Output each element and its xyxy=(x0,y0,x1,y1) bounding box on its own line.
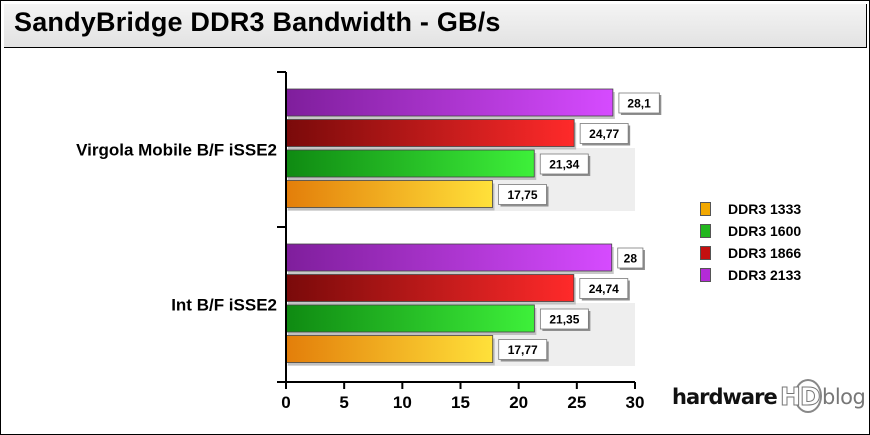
legend-item: DDR3 1600 xyxy=(700,220,801,242)
x-tick-label: 20 xyxy=(509,393,528,412)
legend: DDR3 1333 DDR3 1600 DDR3 1866 DDR3 2133 xyxy=(700,198,801,286)
category-label: Virgola Mobile B/F iSSE2 xyxy=(76,141,277,160)
data-label: 21,35 xyxy=(549,313,579,327)
x-tick-label: 0 xyxy=(281,393,290,412)
bar xyxy=(285,243,613,272)
legend-item: DDR3 2133 xyxy=(700,264,801,286)
legend-swatch xyxy=(700,268,711,282)
x-tick-label: 10 xyxy=(393,393,412,412)
title-bar: SandyBridge DDR3 Bandwidth - GB/s xyxy=(4,4,867,48)
legend-item: DDR3 1866 xyxy=(700,242,801,264)
legend-swatch xyxy=(700,202,711,216)
logo-text-hd: HD xyxy=(780,382,822,412)
legend-label: DDR3 2133 xyxy=(728,267,802,283)
data-label-box xyxy=(579,278,629,299)
legend-label: DDR3 1600 xyxy=(728,223,802,239)
logo-text-blog: blog xyxy=(822,385,866,409)
data-label-box xyxy=(579,123,629,144)
data-label: 28 xyxy=(624,252,638,266)
x-tick-label: 15 xyxy=(451,393,470,412)
data-label: 28,1 xyxy=(627,97,651,111)
data-label: 21,34 xyxy=(549,158,579,172)
data-label: 17,77 xyxy=(508,343,538,357)
x-tick-label: 25 xyxy=(567,393,586,412)
data-label-box xyxy=(498,184,547,205)
data-label: 24,74 xyxy=(589,282,619,296)
data-label-box xyxy=(539,308,589,330)
legend-swatch xyxy=(700,224,711,238)
bar xyxy=(285,88,614,117)
legend-label: DDR3 1866 xyxy=(728,245,802,261)
chart-title: SandyBridge DDR3 Bandwidth - GB/s xyxy=(14,7,501,37)
legend-label: DDR3 1333 xyxy=(728,201,802,217)
data-label: 17,75 xyxy=(507,188,537,202)
category-label: Int B/F iSSE2 xyxy=(171,296,277,315)
bar xyxy=(285,274,575,302)
bar xyxy=(285,180,493,208)
bar xyxy=(285,304,535,333)
x-tick-label: 5 xyxy=(339,393,348,412)
data-label-box xyxy=(539,153,589,175)
bar xyxy=(285,149,535,178)
data-label-box xyxy=(617,247,644,269)
x-tick-label: 30 xyxy=(626,393,645,412)
legend-swatch xyxy=(700,246,711,260)
bar xyxy=(285,335,494,363)
logo-ring-icon xyxy=(794,379,822,413)
logo-text-hardware: hardware xyxy=(672,385,778,409)
data-label: 24,77 xyxy=(589,127,619,141)
data-label-box xyxy=(498,339,548,360)
legend-item: DDR3 1333 xyxy=(700,198,801,220)
bar xyxy=(285,119,575,147)
data-label-box xyxy=(618,92,660,114)
